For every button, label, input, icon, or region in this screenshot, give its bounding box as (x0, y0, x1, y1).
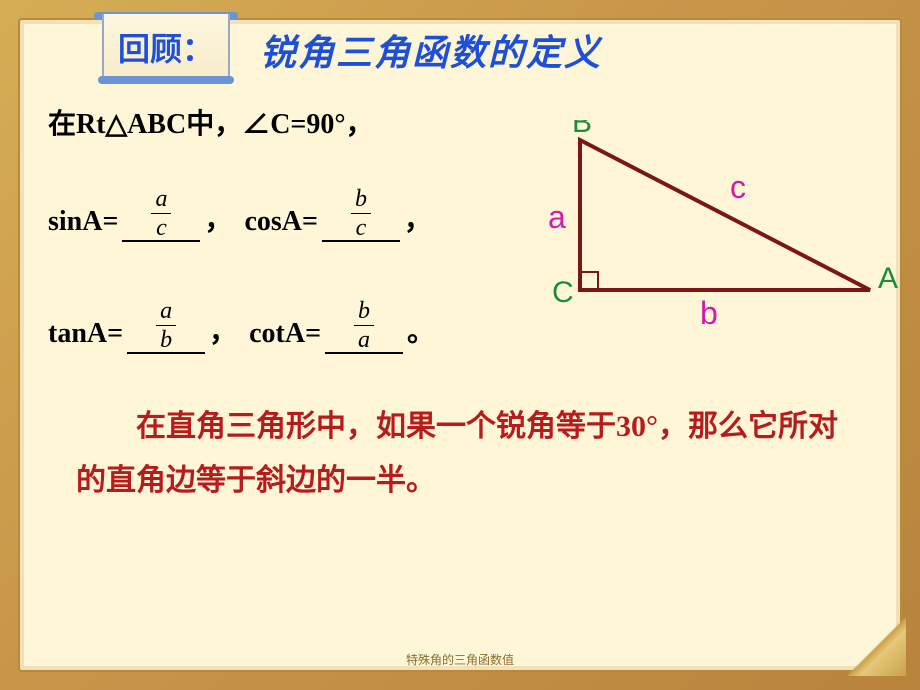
svg-text:a: a (548, 199, 566, 235)
tan-num: a (156, 299, 176, 326)
tan-blank: a b (127, 314, 205, 354)
sin-den: c (152, 214, 171, 240)
corner-curl-icon (848, 618, 906, 676)
cos-num: b (351, 187, 371, 214)
scroll-body: 回顾： (102, 14, 230, 80)
triangle-svg: A B Ca b c (530, 120, 910, 330)
sep-3: ， (209, 310, 237, 350)
cot-blank: b a (325, 314, 403, 354)
sin-num: a (151, 187, 171, 214)
premise-text: 在Rt△ABC中，∠C=90°， (48, 102, 374, 142)
page-title: 锐角三角函数的定义 (260, 24, 602, 76)
tan-fraction: a b (156, 299, 176, 352)
page-body: 回顾： 锐角三角函数的定义 在Rt△ABC中，∠C=90°， sinA= a c… (18, 18, 902, 672)
end-period: 。 (407, 310, 435, 350)
sep-1: ， (204, 198, 232, 238)
triangle-diagram: A B Ca b c (530, 120, 910, 330)
footer-title: 特殊角的三角函数值 (406, 651, 514, 668)
cot-label: cotA= (249, 318, 321, 350)
cos-fraction: b c (351, 187, 371, 240)
cot-fraction: b a (354, 299, 374, 352)
sin-blank: a c (122, 202, 200, 242)
sin-fraction: a c (151, 187, 171, 240)
svg-text:C: C (552, 276, 574, 309)
cos-label: cosA= (244, 206, 318, 238)
cot-den: a (354, 326, 374, 352)
svg-text:A: A (878, 262, 898, 295)
theorem-text: 在直角三角形中，如果一个锐角等于30°，那么它所对的直角边等于斜边的一半。 (76, 400, 844, 508)
cos-blank: b c (322, 202, 400, 242)
svg-text:B: B (572, 120, 592, 139)
review-scroll-tab: 回顾： (102, 12, 230, 80)
cos-den: c (352, 214, 371, 240)
svg-text:b: b (700, 295, 718, 330)
tan-label: tanA= (48, 318, 123, 350)
cot-num: b (354, 299, 374, 326)
sep-2: ， (404, 198, 432, 238)
tan-den: b (156, 326, 176, 352)
sin-label: sinA= (48, 206, 118, 238)
review-label: 回顾： (118, 24, 214, 70)
svg-text:c: c (730, 169, 746, 205)
page-frame: 回顾： 锐角三角函数的定义 在Rt△ABC中，∠C=90°， sinA= a c… (0, 0, 920, 690)
scroll-bar-bottom (98, 76, 234, 84)
